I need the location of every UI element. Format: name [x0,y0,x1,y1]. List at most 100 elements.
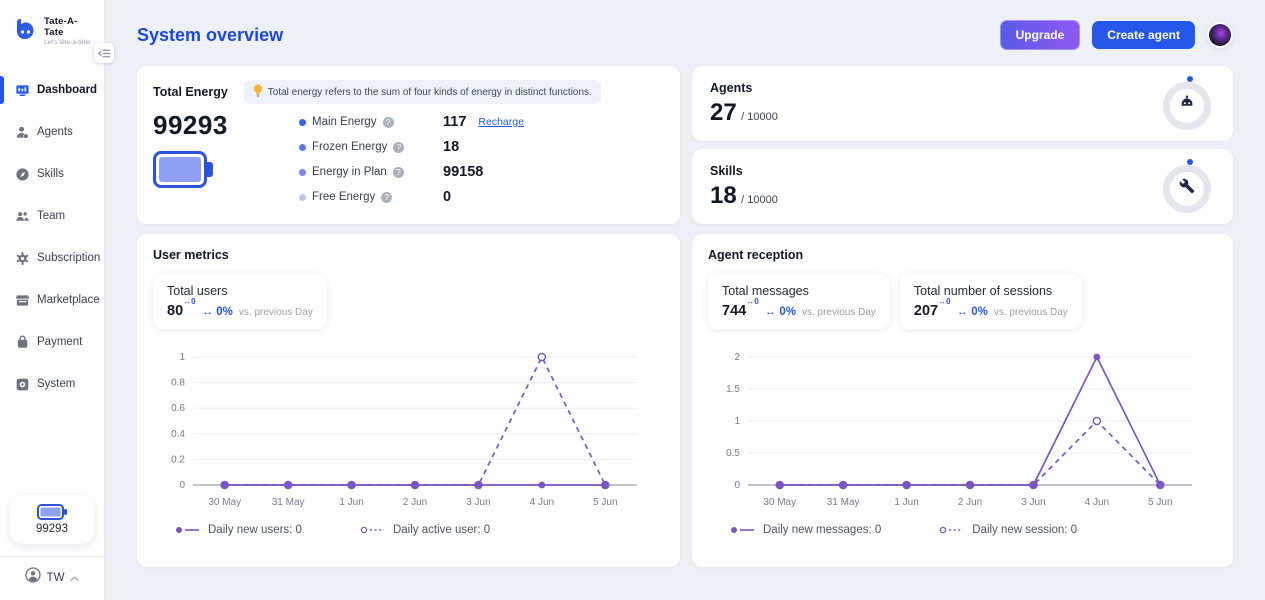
stat-label: Total messages [722,284,809,298]
user-metrics-title: User metrics [153,248,229,262]
svg-text:3 Jun: 3 Jun [1021,497,1045,508]
sidebar-item-subscription[interactable]: Subscription [0,242,104,274]
help-icon[interactable]: ? [381,191,393,203]
svg-text:0.4: 0.4 [171,429,185,440]
payment-icon [14,334,30,350]
sidebar: Tate-A-Tate Let's tête-à-tête! Dashboard… [0,0,114,600]
svg-text:0.2: 0.2 [171,454,185,465]
agents-count: 27 [710,98,737,126]
svg-text:1 Jun: 1 Jun [339,497,363,508]
battery-icon [153,151,213,188]
svg-text:0: 0 [179,480,185,491]
energy-row-label: Free Energy [312,191,376,203]
svg-text:30 May: 30 May [763,497,796,508]
user-menu[interactable]: TW [0,556,104,600]
profile-avatar[interactable] [1207,22,1233,48]
sidebar-item-label: Skills [37,168,64,180]
subscription-icon [14,250,30,266]
skills-icon [14,166,30,182]
sidebar-item-skills[interactable]: Skills [0,158,104,190]
sidebar-item-team[interactable]: Team [0,200,104,232]
agents-card-title: Agents [710,80,753,95]
page-title: System overview [137,24,284,45]
legend-daily-new-messages[interactable]: Daily new messages: 0 [730,524,881,536]
skills-max: / 10000 [741,193,778,206]
recharge-link[interactable]: Recharge [478,116,524,128]
stat-caption: vs. previous Day [238,306,313,318]
stat-delta-sup: ↔0 [183,297,196,306]
avatar-image [1209,24,1231,46]
agent-reception-chart: 0 0.5 1 1.5 2 30 May 31 May 1 Jun 2 Jun 3 Jun 4 Ju… [708,343,1217,520]
svg-text:5 Jun: 5 Jun [593,497,617,508]
total-energy-value: 99293 [153,110,228,140]
stat-caption: vs. previous Day [801,306,876,318]
stat-delta: ↔ 0% [764,305,796,318]
svg-text:4 Jun: 4 Jun [530,497,554,508]
sidebar-item-marketplace[interactable]: Marketplace [0,284,104,316]
energy-row-plan: Energy in Plan ? 99158 [299,164,524,180]
user-metrics-legend: Daily new users: 0 Daily active user: 0 [153,524,664,536]
sidebar-item-dashboard[interactable]: Dashboard [0,74,104,106]
legend-daily-active-user[interactable]: Daily active user: 0 [360,524,490,536]
robot-icon [1178,94,1196,117]
help-icon[interactable]: ? [392,166,404,178]
skills-card: Skills 18 / 10000 [692,149,1233,224]
system-icon [14,376,30,392]
energy-row-free: Free Energy ? 0 [299,189,524,205]
sidebar-item-label: System [37,378,76,390]
energy-row-label: Energy in Plan [312,166,387,178]
stat-delta-sup: ↔0 [746,297,759,306]
user-name: TW [46,571,65,584]
energy-tooltip: Total energy refers to the sum of four k… [243,80,601,104]
svg-text:0.8: 0.8 [171,377,185,388]
energy-row-label: Main Energy [312,116,377,128]
stat-delta: ↔ 0% [956,305,988,318]
svg-text:0: 0 [734,480,740,491]
page-header: System overview Upgrade Create agent [137,0,1233,66]
upgrade-button[interactable]: Upgrade [999,20,1081,50]
sidebar-item-payment[interactable]: Payment [0,326,104,358]
progress-dot [1187,75,1193,82]
user-metrics-chart: 0 0.2 0.4 0.6 0.8 1 30 May 31 May 1 Jun 2 Jun 3 Ju… [153,343,664,520]
sidebar-nav: Dashboard Agents Skills Team Subscriptio… [0,74,104,410]
legend-daily-new-session[interactable]: Daily new session: 0 [939,524,1077,536]
help-icon[interactable]: ? [382,116,394,128]
sidebar-item-agents[interactable]: Agents [0,116,104,148]
energy-row-value: 0 [443,189,452,205]
brand-tagline: Let's tête-à-tête! [44,39,91,46]
help-icon[interactable]: ? [393,141,405,153]
energy-row-label: Frozen Energy [312,141,388,153]
legend-daily-new-users[interactable]: Daily new users: 0 [175,524,302,536]
energy-tooltip-text: Total energy refers to the sum of four k… [267,86,592,98]
total-users-stat: Total users 80↔0 ↔ 0% vs. previous Day [153,274,327,329]
sidebar-collapse-button[interactable] [94,43,114,63]
stat-delta-sup: ↔0 [938,297,951,306]
create-agent-button[interactable]: Create agent [1092,21,1195,49]
svg-text:1.5: 1.5 [726,384,740,395]
user-metrics-card: User metrics Total users 80↔0 ↔ 0% vs. p… [137,234,680,567]
sidebar-item-label: Agents [37,126,73,138]
user-avatar-icon [24,567,41,588]
svg-text:1: 1 [179,352,185,363]
svg-text:31 May: 31 May [827,497,860,508]
svg-text:1 Jun: 1 Jun [894,497,918,508]
svg-text:30 May: 30 May [208,497,241,508]
svg-text:0.6: 0.6 [171,403,185,414]
svg-text:1: 1 [734,416,740,427]
total-sessions-stat: Total number of sessions 207↔0 ↔ 0% vs. … [899,274,1082,329]
agent-reception-title: Agent reception [708,248,804,262]
legend-dot [299,143,306,151]
main-content: System overview Upgrade Create agent Tot… [105,0,1265,600]
dashboard-icon [14,82,30,98]
sidebar-item-label: Subscription [37,252,101,264]
svg-text:2 Jun: 2 Jun [958,497,982,508]
energy-row-value: 18 [443,139,460,155]
agents-card: Agents 27 / 10000 [692,66,1233,141]
sidebar-item-system[interactable]: System [0,368,104,400]
svg-text:3 Jun: 3 Jun [466,497,490,508]
stat-value: 744↔0 [722,297,759,319]
brand-name: Tate-A-Tate [44,16,78,38]
battery-icon [37,504,67,520]
sidebar-energy-widget[interactable]: 99293 [10,495,94,544]
sidebar-item-label: Marketplace [37,294,100,306]
